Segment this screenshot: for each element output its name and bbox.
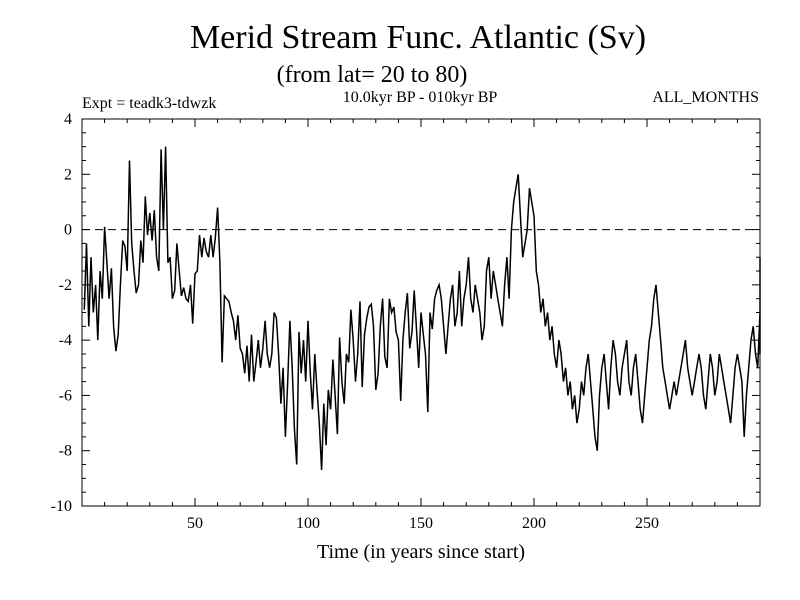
- months-label: ALL_MONTHS: [652, 89, 759, 106]
- y-tick-label: -10: [51, 498, 72, 515]
- x-tick-label: 250: [635, 515, 659, 532]
- y-tick-label: 0: [64, 222, 72, 239]
- chart-title: Merid Stream Func. Atlantic (Sv): [190, 19, 646, 56]
- x-tick-label: 150: [409, 515, 433, 532]
- x-tick-label: 50: [187, 515, 203, 532]
- period-label: 10.0kyr BP - 010kyr BP: [343, 89, 498, 106]
- series-line-0: [83, 146, 761, 471]
- x-tick-label: 100: [296, 515, 320, 532]
- x-tick-label: 200: [522, 515, 546, 532]
- y-tick-label: -6: [59, 387, 72, 404]
- experiment-label: Expt = teadk3-tdwzk: [82, 95, 216, 112]
- y-tick-label: -8: [59, 443, 72, 460]
- y-tick-label: -4: [59, 332, 72, 349]
- y-tick-label: 2: [64, 166, 72, 183]
- y-tick-label: -2: [59, 277, 72, 294]
- x-axis-label: Time (in years since start): [317, 541, 525, 563]
- plot-area: 50 100 150 200 250 4 2 0 -2 -4 -6 -8 -10: [51, 111, 761, 532]
- chart-subtitle: (from lat= 20 to 80): [277, 62, 468, 88]
- y-tick-label: 4: [64, 111, 72, 128]
